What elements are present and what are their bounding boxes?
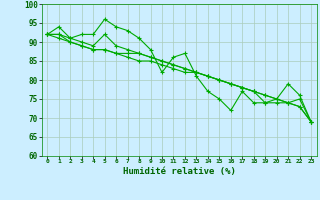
X-axis label: Humidité relative (%): Humidité relative (%): [123, 167, 236, 176]
